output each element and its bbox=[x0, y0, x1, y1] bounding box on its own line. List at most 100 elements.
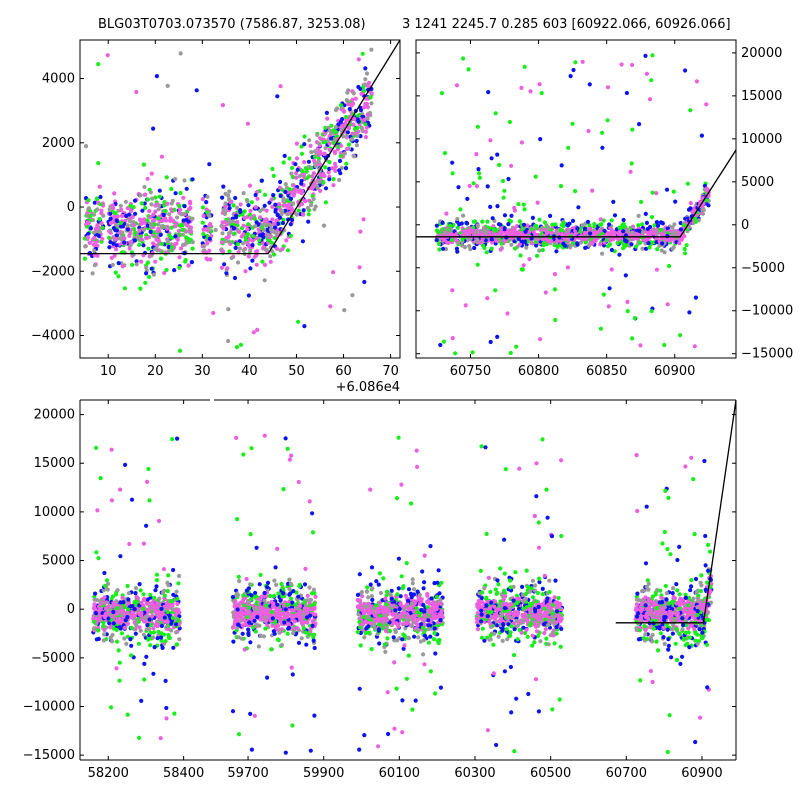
data-point bbox=[366, 595, 371, 600]
data-point bbox=[554, 249, 559, 254]
data-point bbox=[269, 197, 274, 202]
data-point bbox=[369, 101, 374, 106]
data-point bbox=[119, 613, 124, 618]
data-point bbox=[151, 212, 156, 217]
data-point bbox=[101, 638, 106, 643]
data-point bbox=[179, 246, 184, 251]
data-point bbox=[259, 178, 264, 183]
data-point bbox=[114, 237, 119, 242]
data-point bbox=[670, 225, 675, 230]
data-point bbox=[346, 88, 351, 93]
data-point bbox=[655, 231, 660, 236]
data-point bbox=[323, 186, 329, 191]
data-point bbox=[103, 611, 108, 617]
data-point bbox=[270, 204, 275, 209]
data-point bbox=[227, 206, 232, 211]
data-point bbox=[312, 158, 317, 163]
data-point bbox=[124, 641, 129, 647]
data-point bbox=[234, 435, 239, 440]
data-point bbox=[101, 588, 106, 593]
data-point bbox=[278, 598, 283, 603]
data-point bbox=[538, 137, 543, 142]
data-point bbox=[108, 240, 113, 245]
data-point bbox=[609, 267, 614, 272]
data-point bbox=[678, 333, 683, 338]
data-point bbox=[629, 161, 634, 166]
data-point bbox=[162, 588, 167, 593]
data-point bbox=[602, 228, 607, 234]
data-point bbox=[125, 583, 130, 589]
data-point bbox=[160, 610, 165, 616]
data-point bbox=[161, 632, 166, 637]
data-point bbox=[147, 498, 152, 503]
data-point bbox=[694, 79, 700, 84]
data-point bbox=[625, 299, 630, 304]
data-point bbox=[692, 216, 698, 221]
data-point bbox=[301, 626, 306, 631]
data-point bbox=[356, 57, 361, 62]
data-point bbox=[630, 224, 636, 229]
data-point bbox=[650, 190, 655, 195]
data-point bbox=[124, 213, 129, 218]
data-point bbox=[128, 637, 133, 642]
data-point bbox=[180, 223, 185, 228]
data-point bbox=[302, 134, 307, 139]
data-point bbox=[598, 242, 603, 247]
data-point bbox=[148, 623, 153, 628]
data-point bbox=[231, 610, 236, 615]
data-point bbox=[204, 227, 209, 232]
data-point bbox=[527, 229, 532, 235]
data-point bbox=[534, 243, 539, 248]
data-point bbox=[700, 207, 705, 212]
data-point bbox=[528, 89, 533, 94]
data-point bbox=[647, 230, 652, 235]
data-point bbox=[127, 246, 132, 251]
data-point bbox=[552, 272, 558, 277]
data-point bbox=[146, 466, 151, 472]
data-point bbox=[640, 246, 645, 251]
data-point bbox=[247, 212, 253, 217]
data-point bbox=[165, 224, 170, 229]
data-point bbox=[152, 595, 157, 600]
data-point bbox=[381, 576, 386, 581]
data-point bbox=[529, 227, 534, 232]
data-point bbox=[96, 233, 101, 238]
data-point bbox=[380, 626, 385, 631]
data-point bbox=[509, 213, 514, 218]
data-point bbox=[274, 582, 279, 588]
data-point bbox=[248, 711, 253, 717]
data-point bbox=[120, 230, 125, 235]
data-point bbox=[101, 624, 106, 629]
data-point bbox=[477, 175, 482, 180]
x-tick-label: 30 bbox=[194, 364, 211, 379]
data-point bbox=[162, 270, 167, 276]
data-point bbox=[522, 207, 527, 212]
data-point bbox=[137, 625, 142, 630]
data-point bbox=[152, 222, 157, 227]
left-chart-title: BLG03T0703.073570 (7586.87, 3253.08) bbox=[98, 17, 366, 32]
data-point bbox=[652, 223, 657, 228]
data-point bbox=[86, 206, 91, 211]
data-point bbox=[288, 591, 293, 596]
data-point bbox=[439, 609, 444, 614]
data-point bbox=[142, 184, 147, 190]
data-point bbox=[264, 208, 269, 213]
data-point bbox=[137, 242, 142, 247]
data-point bbox=[278, 179, 283, 185]
data-point bbox=[659, 248, 664, 253]
data-point bbox=[590, 188, 595, 193]
data-point bbox=[649, 215, 655, 220]
data-point bbox=[180, 227, 185, 233]
data-point bbox=[189, 260, 194, 265]
data-point bbox=[302, 606, 307, 611]
data-point bbox=[134, 262, 139, 267]
y-tick-label: 4000 bbox=[42, 72, 75, 87]
data-point bbox=[254, 622, 259, 627]
data-point bbox=[290, 723, 295, 728]
data-point bbox=[133, 631, 138, 636]
data-point bbox=[227, 189, 232, 194]
data-point bbox=[326, 170, 331, 175]
data-point bbox=[142, 220, 147, 225]
data-point bbox=[136, 235, 141, 240]
data-point bbox=[408, 591, 413, 597]
